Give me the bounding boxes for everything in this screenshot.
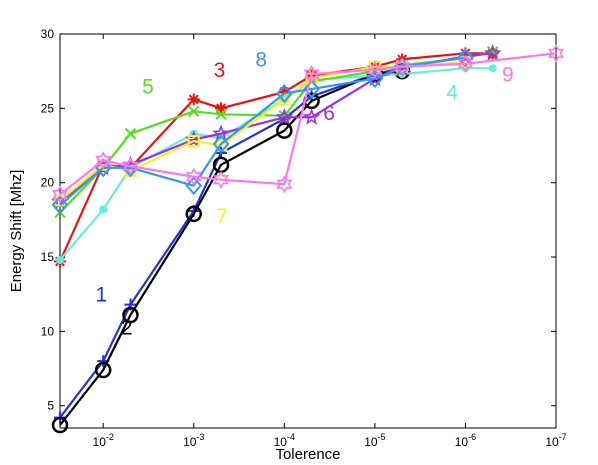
x-axis-title: Tolerence <box>275 446 340 463</box>
data-point <box>303 79 320 99</box>
series-annotation: 3 <box>214 59 226 82</box>
data-point <box>276 175 293 194</box>
series-line <box>59 56 466 206</box>
data-point <box>548 44 564 63</box>
annotation-layer: 12 3 4 5 6 7 8 9 <box>95 49 513 340</box>
series-annotation: 5 <box>142 75 154 98</box>
data-point <box>188 105 200 118</box>
data-point <box>99 205 108 214</box>
data-point <box>185 205 203 223</box>
data-point <box>488 64 497 73</box>
data-point <box>122 157 139 176</box>
data-point <box>185 176 203 196</box>
series-annotation: 1 <box>95 284 107 307</box>
y-tick-label: 15 <box>41 250 55 264</box>
y-tick-label: 25 <box>41 101 55 115</box>
series-9 <box>52 44 564 204</box>
data-point <box>366 60 383 79</box>
series-annotation: 4 <box>446 81 458 104</box>
data-point <box>215 102 228 115</box>
data-point <box>457 48 474 68</box>
data-point <box>51 195 69 215</box>
data-point <box>213 170 229 189</box>
data-point <box>122 306 139 324</box>
data-point <box>394 57 411 76</box>
data-point <box>366 69 384 89</box>
x-tick-label: 10-6 <box>455 432 476 449</box>
data-point <box>51 416 69 434</box>
data-point <box>185 167 202 186</box>
x-tick-label: 10-3 <box>183 432 204 449</box>
data-point <box>187 93 200 106</box>
y-tick-label: 10 <box>41 324 55 338</box>
y-tick-label: 5 <box>47 399 54 413</box>
series-annotation: 9 <box>502 64 514 87</box>
data-point <box>215 108 227 120</box>
y-axis-title: Energy Shift [Mhz] <box>8 170 25 293</box>
data-point <box>56 255 64 264</box>
data-point <box>94 361 112 379</box>
x-tick-label: 10-4 <box>274 432 295 449</box>
series-annotation: 8 <box>255 49 267 72</box>
data-point <box>187 135 200 148</box>
data-point <box>457 54 474 73</box>
data-point <box>275 83 293 103</box>
data-point <box>483 44 502 61</box>
y-tick-label: 20 <box>41 176 55 190</box>
series-layer <box>51 44 564 434</box>
series-annotation: 2 <box>121 316 133 339</box>
x-tick-label: 10-5 <box>364 432 385 449</box>
series-annotation: 7 <box>216 205 228 228</box>
series-annotation: 6 <box>323 102 335 125</box>
data-point <box>52 185 68 204</box>
data-point <box>124 127 137 140</box>
data-point <box>212 134 230 154</box>
y-tick-label: 30 <box>41 27 55 41</box>
x-tick-label: 10-2 <box>93 432 114 449</box>
series-line <box>59 52 557 196</box>
data-point <box>276 122 293 139</box>
data-point <box>95 151 112 170</box>
data-point <box>303 65 320 84</box>
data-point <box>302 108 321 125</box>
x-tick-label: 10-7 <box>545 432 566 449</box>
data-point <box>275 108 294 125</box>
